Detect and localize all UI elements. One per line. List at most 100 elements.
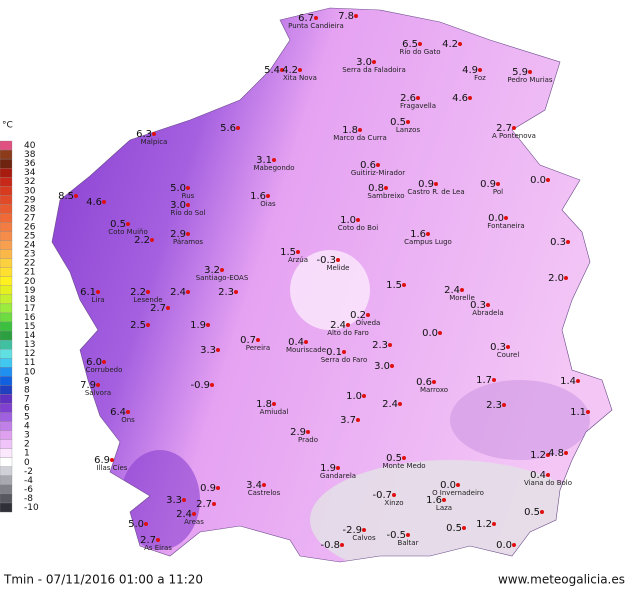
station-temp: 2.9 [170,229,186,240]
legend-swatch [0,303,13,314]
station-name: Monte Medo [382,462,425,470]
station-dot [458,42,462,46]
legend-label: 38 [24,150,36,160]
legend-label: 27 [24,213,35,223]
station-temp: 0.5 [110,219,126,230]
station-dot [280,68,284,72]
station-temp: 6.0 [86,357,102,368]
station-name: Malpica [141,138,168,146]
legend-label: 12 [24,349,35,359]
station-name: Marroxo [420,386,448,394]
station-name: Gandarela [320,472,356,480]
legend-label: 0 [24,458,30,468]
legend-swatch [0,385,13,395]
station-temp: 1.5 [386,280,402,291]
legend-swatch [0,231,13,241]
station-temp: 2.5 [130,320,146,331]
station-temp: 0.9 [200,483,216,494]
legend-label: 8 [24,385,30,395]
station-dot [478,68,482,72]
legend-swatch [0,421,13,431]
station-name: Castro R. de Lea [407,188,464,196]
station-name: Salvora [85,389,111,397]
station-temp: 4.2 [442,39,458,50]
station-name: Areas [184,518,204,526]
station-dot [356,218,360,222]
station-temp: 2.4 [176,509,192,520]
station-dot [372,60,376,64]
station-dot [358,128,362,132]
station-temp: 0.8 [368,183,384,194]
station-temp: 0.0 [530,175,546,186]
station-temp: 3.7 [340,415,356,426]
station-name: Abradela [472,309,503,317]
station-dot [342,350,346,354]
station-name: Mabegondo [254,164,295,172]
legend-label: 24 [24,241,36,251]
station-dot [546,473,550,477]
station-temp: -2.9 [342,525,362,536]
station-dot [74,194,78,198]
station-temp: 6.4 [110,407,126,418]
station-temp: 1.6 [426,495,442,506]
station-dot [96,383,100,387]
station-name: Serra do Faro [321,356,368,364]
legend-swatch [0,186,13,196]
station-temp: 2.4 [444,285,460,296]
station-name: Viana do Bolo [524,479,572,487]
station-name: Corrubedo [86,366,123,374]
station-temp: 1.0 [340,215,356,226]
station-dot [362,394,366,398]
legend-label: 22 [24,259,35,269]
station-dot [468,96,472,100]
station-dot [504,216,508,220]
station-name: Lesende [133,296,162,304]
legend-label: 9 [24,376,30,386]
legend-swatch [0,149,13,160]
station-dot [96,290,100,294]
station-temp: 5.4 [264,65,280,76]
station-temp: 1.2 [530,450,546,461]
station-name: Fragavella [400,102,436,110]
station-temp: 0.9 [480,179,496,190]
legend-swatch [0,475,13,486]
station-name: Oias [260,200,276,208]
station-dot [434,182,438,186]
station-temp: 0.0 [496,540,512,551]
legend-label: 36 [24,159,36,169]
station-dot [192,512,196,516]
station-name: Prado [298,436,318,444]
legend-label: 16 [24,313,36,323]
station-dot [402,283,406,287]
station-dot [186,232,190,236]
station-temp: -0.5 [386,530,406,541]
station-name: Alto do Faro [327,329,369,337]
legend-swatch [0,457,13,467]
legend-swatch [0,158,13,169]
station-dot [186,186,190,190]
station-dot [152,132,156,136]
legend-swatch [0,348,13,359]
legend-swatch [0,484,13,495]
station-temp: 0.6 [416,377,432,388]
station-dot [362,528,366,532]
legend-label: 29 [24,195,36,205]
station-dot [336,258,340,262]
station-temp: 3.3 [200,345,216,356]
station-dot [126,410,130,414]
legend-label: 2 [24,440,30,450]
station-temp: 0.4 [288,337,304,348]
station-name: Coto do Boi [338,224,378,232]
station-name: Coto Muiño [108,228,148,236]
station-name: Río do Gato [399,48,440,56]
legend-label: 34 [24,168,36,178]
station-name: Punta Candieira [288,22,344,30]
station-temp: 2.3 [486,400,502,411]
station-temp: 5.6 [220,123,236,134]
station-dot [462,526,466,530]
station-temp: 0.4 [530,470,546,481]
station-temp: 8.5 [58,191,74,202]
legend-swatch [0,376,13,386]
station-temp: 2.3 [218,287,234,298]
